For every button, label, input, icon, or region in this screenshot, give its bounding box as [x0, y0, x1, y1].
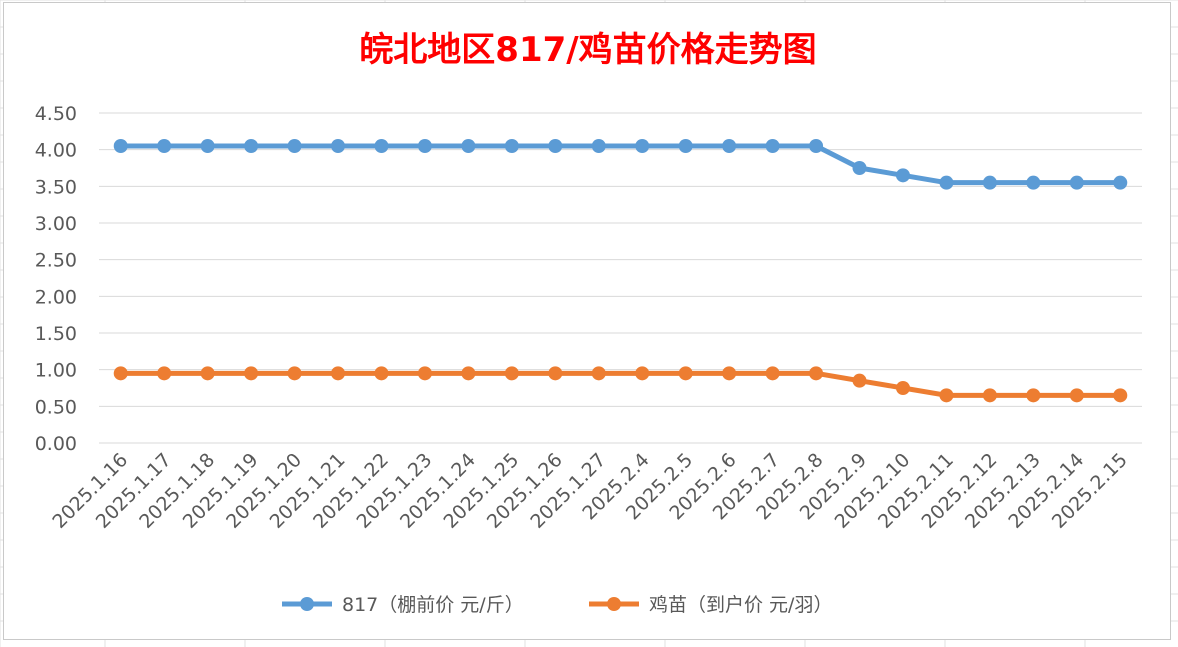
legend: 817（棚前价 元/斤） 鸡苗（到户价 元/羽） — [282, 594, 832, 616]
y-tick-label: 2.00 — [35, 286, 77, 308]
data-point-chick — [374, 366, 389, 381]
data-point-chick — [939, 388, 954, 403]
chart-title: 皖北地区817/鸡苗价格走势图 — [359, 30, 816, 70]
data-point-817 — [852, 161, 867, 175]
data-point-chick — [591, 366, 606, 381]
y-tick-label: 0.00 — [35, 433, 77, 455]
data-point-817 — [635, 139, 650, 153]
data-point-chick — [1026, 388, 1041, 403]
data-point-chick — [200, 366, 215, 381]
data-point-817 — [722, 139, 737, 153]
y-tick-label: 3.50 — [35, 176, 77, 198]
y-tick-label: 0.50 — [35, 396, 77, 418]
data-point-817 — [939, 175, 954, 190]
data-point-817 — [461, 139, 476, 153]
data-point-817 — [1026, 175, 1041, 190]
data-point-chick — [678, 366, 693, 381]
legend-label-817: 817（棚前价 元/斤） — [342, 594, 524, 616]
data-point-chick — [809, 366, 824, 381]
legend-label-chick: 鸡苗（到户价 元/羽） — [649, 594, 832, 616]
legend-marker-chick — [607, 597, 621, 611]
y-axis-ticks: 0.00 0.50 1.00 1.50 2.00 2.50 3.00 3.50 4.00 4.50 — [35, 103, 77, 455]
y-tick-label: 4.50 — [35, 103, 77, 125]
y-tick-label: 4.00 — [35, 140, 77, 162]
y-tick-label: 2.50 — [35, 250, 77, 272]
data-point-chick — [331, 366, 346, 381]
data-point-817 — [244, 139, 259, 153]
data-point-817 — [809, 139, 824, 153]
series-line-chick — [118, 370, 1123, 398]
data-point-817 — [1069, 175, 1084, 190]
y-tick-label: 1.50 — [35, 323, 77, 345]
data-point-817 — [1113, 175, 1128, 190]
y-tick-label: 3.00 — [35, 213, 77, 235]
y-tick-label: 1.00 — [35, 360, 77, 382]
data-point-817 — [374, 139, 389, 153]
data-point-chick — [504, 366, 519, 381]
data-point-817 — [982, 175, 997, 190]
data-point-817 — [548, 139, 563, 153]
line-chart: 0.00 0.50 1.00 1.50 2.00 2.50 3.00 3.50 4.00 4.50… — [35, 30, 1142, 616]
data-point-chick — [461, 366, 476, 381]
data-point-chick — [635, 366, 650, 381]
chart-area[interactable]: 0.00 0.50 1.00 1.50 2.00 2.50 3.00 3.50 4.00 4.50… — [3, 2, 1171, 640]
legend-marker-817 — [300, 597, 314, 611]
data-point-817 — [417, 139, 432, 153]
data-point-chick — [1069, 388, 1084, 403]
gridlines — [99, 112, 1142, 444]
data-point-chick — [113, 366, 128, 381]
data-point-chick — [852, 373, 867, 388]
data-point-817 — [287, 139, 302, 153]
data-point-817 — [200, 139, 215, 153]
data-point-chick — [244, 366, 259, 381]
series-lines — [113, 139, 1128, 403]
data-point-chick — [157, 366, 172, 381]
data-point-817 — [113, 139, 128, 153]
data-point-chick — [1113, 388, 1128, 403]
data-point-817 — [765, 139, 780, 153]
data-point-chick — [287, 366, 302, 381]
data-point-817 — [678, 139, 693, 153]
data-point-817 — [591, 139, 606, 153]
x-axis-ticks: 2025.1.162025.1.172025.1.182025.1.192025… — [48, 449, 1131, 533]
data-point-chick — [765, 366, 780, 381]
data-point-chick — [982, 388, 997, 403]
data-point-chick — [722, 366, 737, 381]
data-point-817 — [895, 168, 910, 183]
series-line-817 — [118, 143, 1123, 186]
data-point-817 — [331, 139, 346, 153]
data-point-chick — [548, 366, 563, 381]
data-point-817 — [157, 139, 172, 153]
data-point-817 — [504, 139, 519, 153]
data-point-chick — [417, 366, 432, 381]
data-point-chick — [895, 381, 910, 395]
